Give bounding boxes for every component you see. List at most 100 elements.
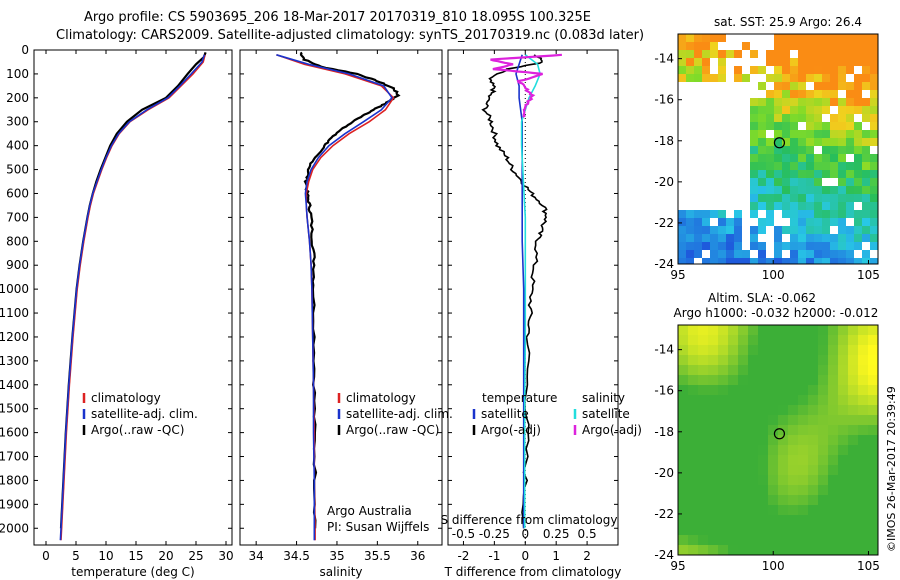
map-cell (798, 505, 808, 515)
map-cell (790, 74, 798, 82)
map-cell (688, 535, 698, 545)
map-cell (862, 82, 870, 90)
map-cell (798, 50, 806, 58)
x-axis-label: T difference from climatology (444, 565, 622, 579)
map-cell (814, 50, 822, 58)
map-cell (870, 218, 878, 226)
map-cell (822, 58, 830, 66)
map-cell (806, 250, 814, 258)
map-cell (828, 535, 838, 545)
map-cell (708, 365, 718, 375)
map-cell (750, 194, 758, 202)
map-cell (806, 226, 814, 234)
map-cell (766, 154, 774, 162)
map-cell (822, 34, 830, 42)
map-cell (750, 242, 758, 250)
map-cell (828, 355, 838, 365)
series-line-satellite-adj-clim- (59, 54, 206, 541)
map-cell (798, 130, 806, 138)
map-cell (814, 194, 822, 202)
map-cell (688, 525, 698, 535)
map-cell (768, 475, 778, 485)
map-cell (838, 202, 846, 210)
map-cell (688, 515, 698, 525)
map-cell (822, 106, 830, 114)
map-cell (678, 242, 686, 250)
map-cell (694, 42, 702, 50)
map-cell (766, 122, 774, 130)
map-cell (798, 242, 806, 250)
map-cell (790, 234, 798, 242)
map-cell (758, 405, 768, 415)
map-cell (798, 210, 806, 218)
map-cell (822, 98, 830, 106)
map-cell (838, 485, 848, 495)
map-cell (790, 194, 798, 202)
map-cell (830, 114, 838, 122)
map-x-tick-label: 105 (857, 268, 880, 282)
map-cell (848, 425, 858, 435)
map-cell (708, 375, 718, 385)
map-cell (806, 42, 814, 50)
map-cell (688, 415, 698, 425)
map-cell (678, 475, 688, 485)
map-cell (782, 226, 790, 234)
map-y-tick-label: -20 (654, 466, 674, 480)
x-tick-label: -2 (457, 549, 469, 563)
map-cell (728, 535, 738, 545)
map-cell (838, 545, 848, 555)
map-y-tick-label: -20 (654, 175, 674, 189)
map-cell (702, 34, 710, 42)
map-cell (748, 545, 758, 555)
map-cell (782, 66, 790, 74)
map-cell (774, 170, 782, 178)
map-cell (708, 545, 718, 555)
map-cell (828, 475, 838, 485)
map-cell (868, 325, 878, 335)
map-cell (808, 525, 818, 535)
map-cell (846, 258, 854, 264)
map-cell (778, 495, 788, 505)
map-cell (838, 475, 848, 485)
map-cell (698, 545, 708, 555)
map-cell (726, 50, 734, 58)
map-cell (728, 425, 738, 435)
map-cell (788, 455, 798, 465)
map-cell (782, 50, 790, 58)
map-cell (858, 435, 868, 445)
map-cell (778, 415, 788, 425)
map-cell (748, 515, 758, 525)
map-cell (688, 485, 698, 495)
map-cell (870, 154, 878, 162)
map-cell (854, 90, 862, 98)
map-cell (818, 395, 828, 405)
map-cell (838, 515, 848, 525)
map-cell (708, 515, 718, 525)
map-cell (806, 186, 814, 194)
sst-map-title: sat. SST: 25.9 Argo: 26.4 (714, 15, 862, 29)
map-cell (858, 375, 868, 385)
map-cell (678, 34, 686, 42)
map-cell (846, 242, 854, 250)
map-cell (846, 226, 854, 234)
map-cell (814, 66, 822, 74)
map-cell (790, 154, 798, 162)
map-cell (838, 154, 846, 162)
map-cell (768, 405, 778, 415)
map-cell (828, 325, 838, 335)
map-cell (688, 395, 698, 405)
map-cell (766, 218, 774, 226)
map-cell (768, 345, 778, 355)
map-cell (718, 242, 726, 250)
map-cell (688, 375, 698, 385)
map-cell (698, 335, 708, 345)
map-cell (870, 90, 878, 98)
map-cell (808, 385, 818, 395)
map-cell (854, 82, 862, 90)
map-cell (862, 130, 870, 138)
map-cell (808, 355, 818, 365)
map-cell (838, 455, 848, 465)
map-cell (678, 50, 686, 58)
map-cell (798, 114, 806, 122)
map-cell (766, 170, 774, 178)
